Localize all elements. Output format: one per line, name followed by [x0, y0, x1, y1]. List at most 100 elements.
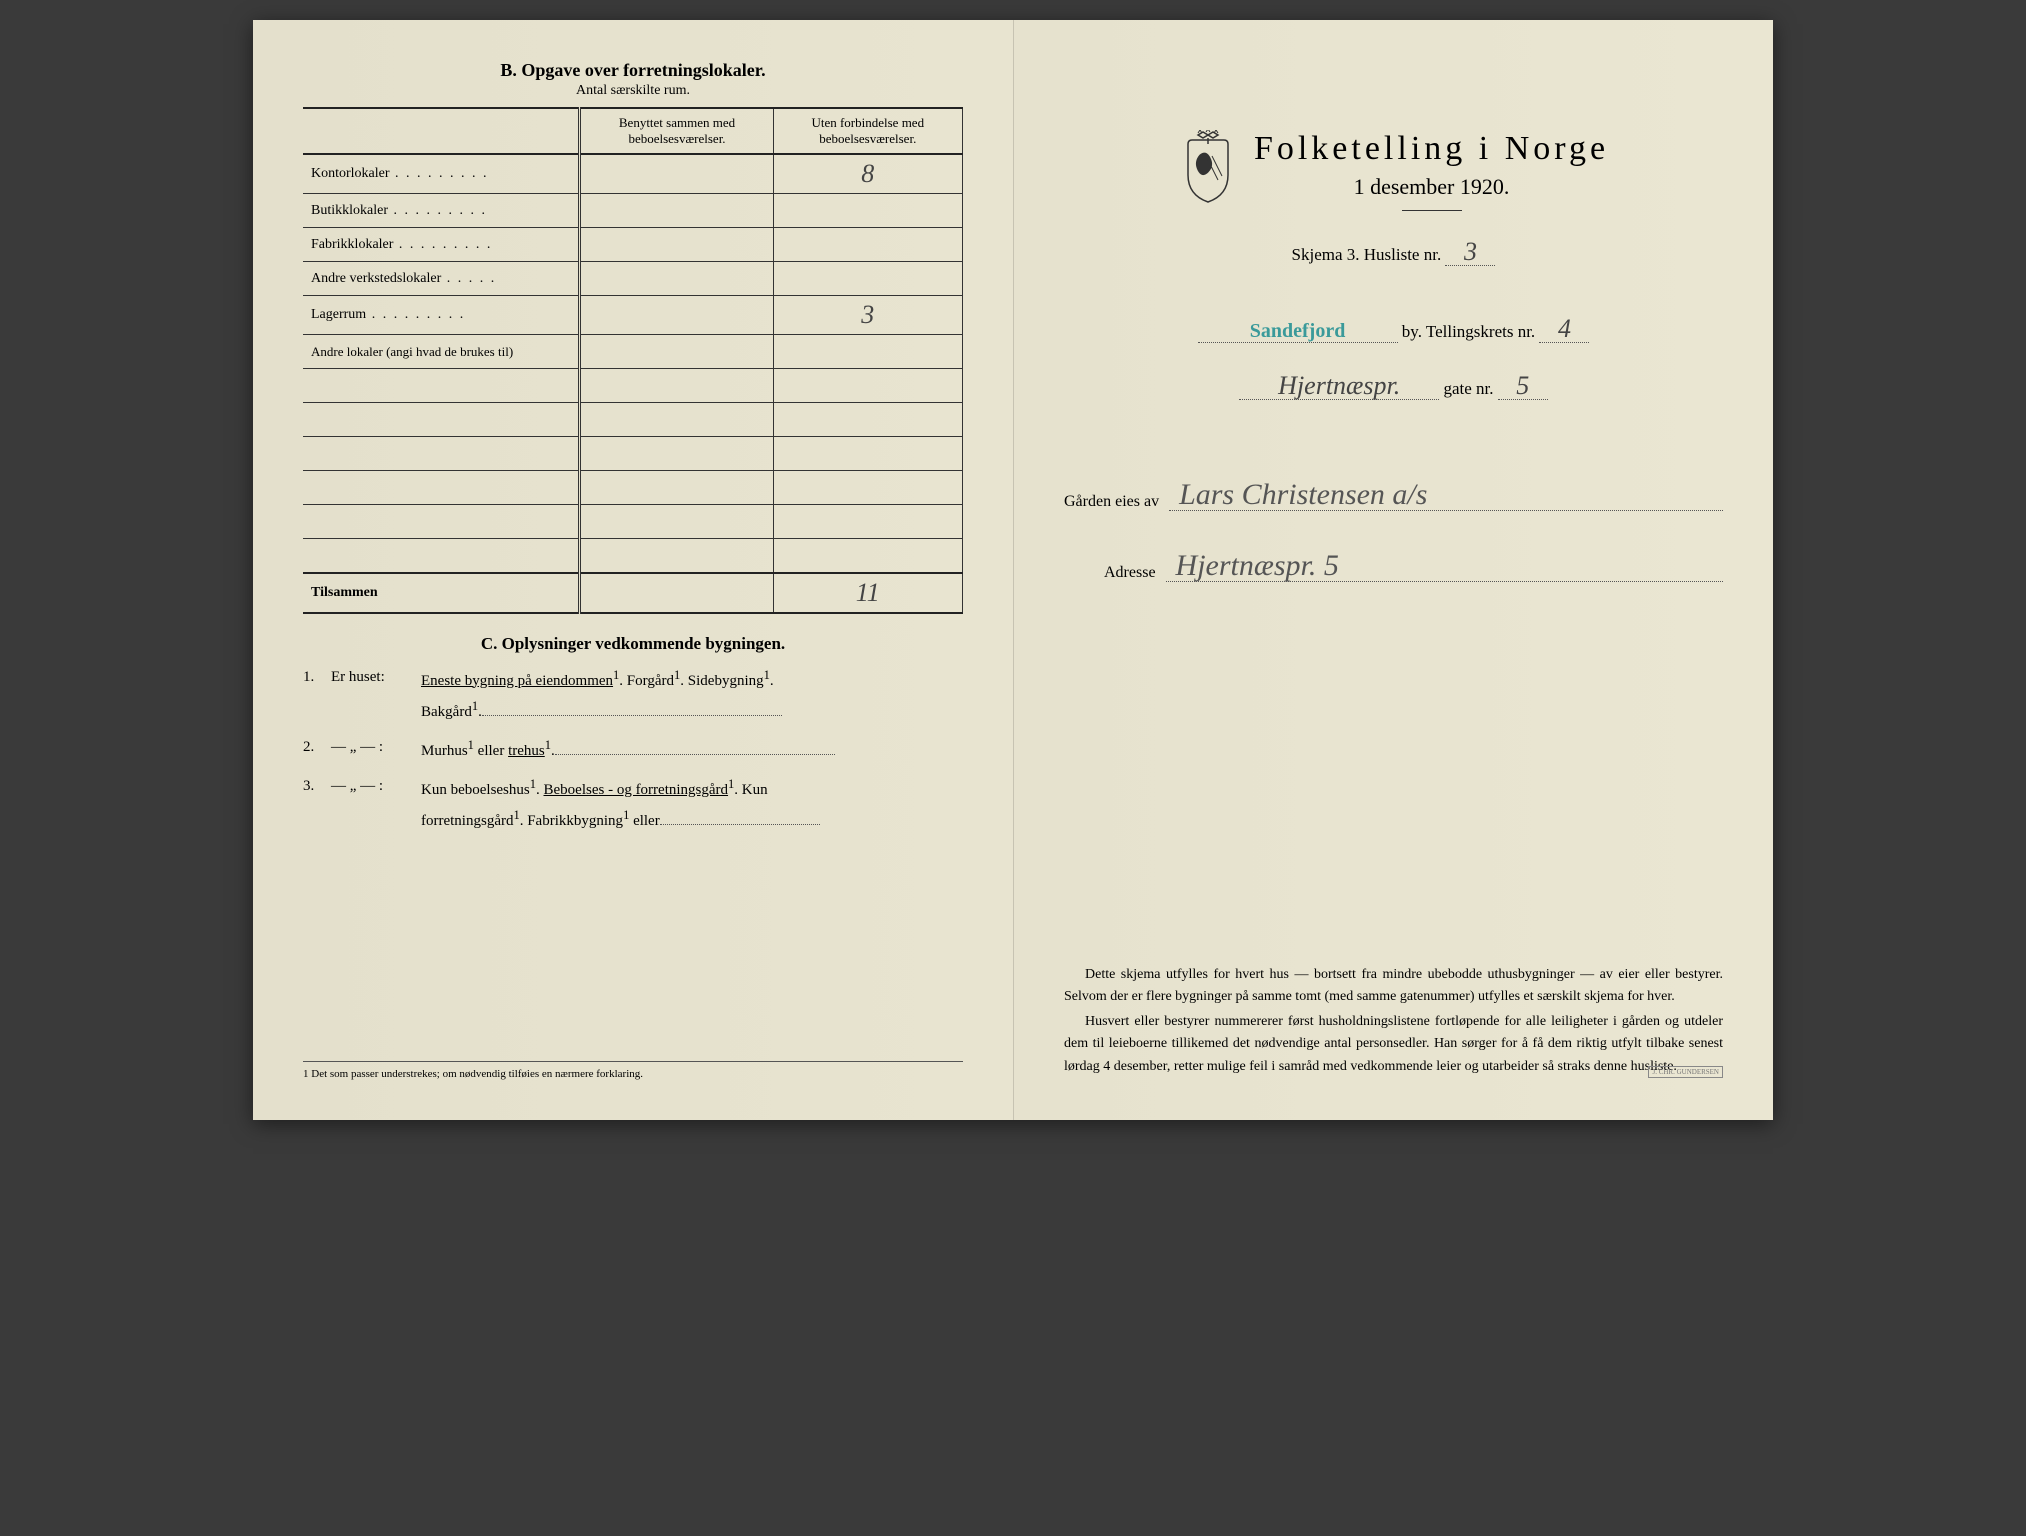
row-v1	[580, 505, 773, 539]
gate-label: gate nr.	[1443, 379, 1493, 398]
c-text: Beboelses - og forretningsgård	[544, 782, 729, 798]
owner-row: Gården eies av Lars Christensen a/s	[1064, 480, 1723, 511]
c-text: .	[478, 704, 482, 720]
right-page: Folketelling i Norge 1 desember 1920. Sk…	[1013, 20, 1773, 1120]
row-v2	[773, 539, 962, 573]
c-row-1: 1. Er huset: Eneste bygning på eiendomme…	[303, 664, 963, 726]
instr-p1: Dette skjema utfylles for hvert hus — bo…	[1064, 964, 1723, 1009]
c-text: Bakgård	[421, 704, 472, 720]
c-text: . Kun	[734, 782, 767, 798]
document-spread: B. Opgave over forretningslokaler. Antal…	[253, 20, 1773, 1120]
row-v1	[580, 539, 773, 573]
total-v2: 11	[773, 573, 962, 613]
row-v1	[580, 262, 773, 296]
c-text: .	[551, 743, 555, 759]
divider	[1402, 210, 1462, 211]
c-text: . Fabrikkbygning	[520, 813, 623, 829]
c-text: . Forgård	[619, 673, 674, 689]
row-v2	[773, 335, 962, 369]
c-text: .	[770, 673, 774, 689]
instr-p2: Husvert eller bestyrer nummererer først …	[1064, 1011, 1723, 1078]
printer-mark: J. CHR. GUNDERSEN	[1648, 1066, 1723, 1078]
c-text: eller	[629, 813, 659, 829]
row-v2: 3	[773, 296, 962, 335]
adresse-row: Adresse Hjertnæspr. 5	[1064, 551, 1723, 582]
row-v2	[773, 471, 962, 505]
row-label: Butikklokaler	[311, 203, 388, 218]
row-v1	[580, 228, 773, 262]
row-label	[303, 403, 580, 437]
section-b-title: B. Opgave over forretningslokaler.	[303, 60, 963, 81]
c-text: Eneste bygning på eiendommen	[421, 673, 613, 689]
left-page: B. Opgave over forretningslokaler. Antal…	[253, 20, 1013, 1120]
section-c-title: C. Oplysninger vedkommende bygningen.	[303, 634, 963, 654]
c-text: Murhus	[421, 743, 468, 759]
row-v2: 8	[773, 154, 962, 194]
row-v1	[580, 335, 773, 369]
row-label	[303, 369, 580, 403]
c-row-2: 2. — „ — : Murhus1 eller trehus1.	[303, 734, 963, 765]
husliste-nr: 3	[1445, 239, 1495, 266]
krets-nr: 4	[1539, 316, 1589, 343]
gate-line: Hjertnæspr. gate nr. 5	[1064, 373, 1723, 400]
row-v1	[580, 296, 773, 335]
c-row-3: 3. — „ — : Kun beboelseshus1. Beboelses …	[303, 773, 963, 835]
c-lead: Er huset:	[331, 664, 421, 726]
row-v1	[580, 437, 773, 471]
row-label	[303, 505, 580, 539]
instructions: Dette skjema utfylles for hvert hus — bo…	[1064, 964, 1723, 1080]
c-lead: — „ — :	[331, 734, 421, 765]
table-b: Benyttet sammen med beboelsesværelser. U…	[303, 107, 963, 614]
footnote: 1 Det som passer understrekes; om nødven…	[303, 1061, 963, 1080]
row-v1	[580, 154, 773, 194]
norway-crest-icon	[1178, 130, 1238, 205]
c-num: 2.	[303, 734, 331, 765]
col1-header: Benyttet sammen med beboelsesværelser.	[580, 108, 773, 154]
c-text: . Sidebygning	[680, 673, 763, 689]
row-v2	[773, 505, 962, 539]
row-v1	[580, 403, 773, 437]
total-v1	[580, 573, 773, 613]
owner-label: Gården eies av	[1064, 493, 1159, 511]
row-label	[303, 471, 580, 505]
section-c: C. Oplysninger vedkommende bygningen. 1.…	[303, 634, 963, 835]
date-title: 1 desember 1920.	[1254, 174, 1609, 200]
row-v2	[773, 194, 962, 228]
gate-nr: 5	[1498, 373, 1548, 400]
c-num: 3.	[303, 773, 331, 835]
skjema-line: Skjema 3. Husliste nr. 3	[1064, 239, 1723, 266]
row-v2	[773, 437, 962, 471]
c-text: eller	[474, 743, 508, 759]
main-title: Folketelling i Norge	[1254, 130, 1609, 168]
c-text: .	[536, 782, 544, 798]
c-text: forretningsgård	[421, 813, 513, 829]
c-text: Kun beboelseshus	[421, 782, 530, 798]
row-v1	[580, 369, 773, 403]
row-v1	[580, 471, 773, 505]
col2-header: Uten forbindelse med beboelsesværelser.	[773, 108, 962, 154]
row-v2	[773, 228, 962, 262]
skjema-label: Skjema 3. Husliste nr.	[1292, 245, 1442, 264]
row-label: Lagerrum	[311, 307, 366, 322]
gate-name: Hjertnæspr.	[1239, 373, 1439, 400]
c-text: trehus	[508, 743, 545, 759]
c-num: 1.	[303, 664, 331, 726]
row-label: Andre verkstedslokaler	[311, 271, 441, 286]
total-label: Tilsammen	[303, 573, 580, 613]
by-label: by. Tellingskrets nr.	[1402, 322, 1535, 341]
row-label	[303, 539, 580, 573]
title-block: Folketelling i Norge 1 desember 1920.	[1064, 130, 1723, 221]
row-v2	[773, 369, 962, 403]
row-label	[303, 437, 580, 471]
adresse-label: Adresse	[1104, 564, 1156, 582]
row-v2	[773, 403, 962, 437]
by-line: Sandefjord by. Tellingskrets nr. 4	[1064, 316, 1723, 343]
row-label: Andre lokaler (angi hvad de brukes til)	[311, 344, 513, 359]
adresse-value: Hjertnæspr. 5	[1166, 551, 1723, 582]
row-label: Fabrikklokaler	[311, 237, 393, 252]
c-lead: — „ — :	[331, 773, 421, 835]
section-b-subtitle: Antal særskilte rum.	[303, 83, 963, 99]
row-v1	[580, 194, 773, 228]
row-v2	[773, 262, 962, 296]
owner-value: Lars Christensen a/s	[1169, 480, 1723, 511]
